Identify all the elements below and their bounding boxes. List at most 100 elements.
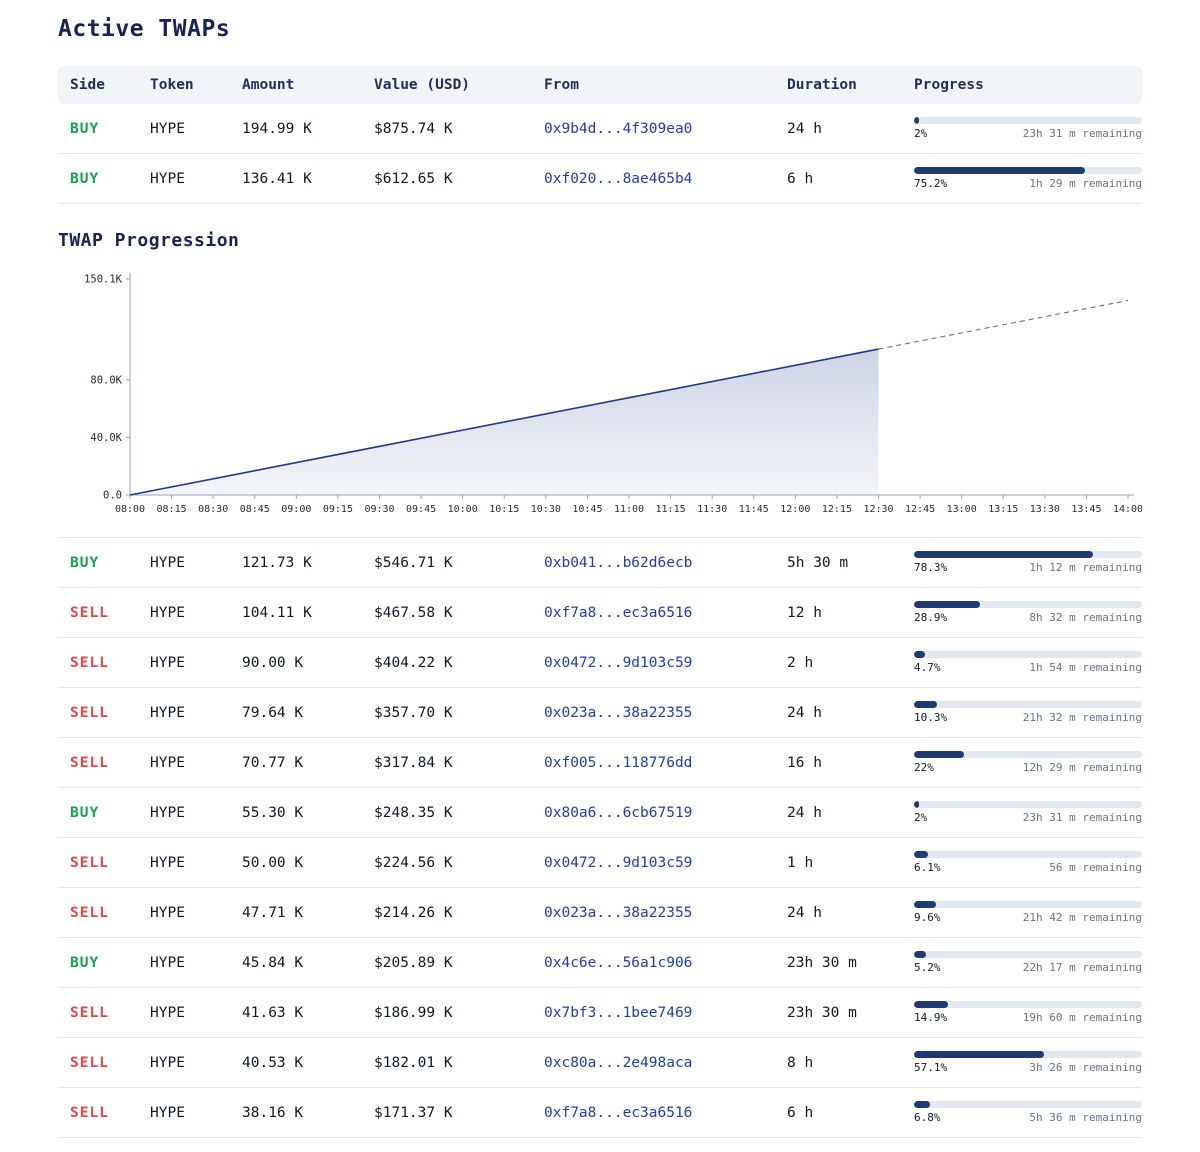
address-link[interactable]: 0xb041...b62d6ecb <box>544 554 693 571</box>
table-row: SELL HYPE 50.00 K $224.56 K 0x0472...9d1… <box>58 838 1142 888</box>
time-remaining: 21h 42 m remaining <box>1022 911 1142 924</box>
address-link[interactable]: 0xc80a...2e498aca <box>544 1054 693 1071</box>
address-link[interactable]: 0x0472...9d103c59 <box>544 854 693 871</box>
duration-cell: 24 h <box>787 704 822 721</box>
duration-cell: 2 h <box>787 654 814 671</box>
side-cell: BUY <box>70 170 100 187</box>
progress-percent: 6.1% <box>914 861 941 874</box>
progress-percent: 4.7% <box>914 661 941 674</box>
amount-cell: 90.00 K <box>242 654 304 671</box>
address-link[interactable]: 0x4c6e...56a1c906 <box>544 954 693 971</box>
address-link[interactable]: 0x023a...38a22355 <box>544 904 693 921</box>
progress-fill <box>914 801 919 808</box>
svg-text:08:30: 08:30 <box>198 504 228 515</box>
progress-meta: 4.7% 1h 54 m remaining <box>914 661 1142 674</box>
progress-meta: 6.8% 5h 36 m remaining <box>914 1111 1142 1124</box>
progress-fill <box>914 601 980 608</box>
header-token: Token <box>150 77 194 93</box>
progress-percent: 5.2% <box>914 961 941 974</box>
header-duration: Duration <box>787 77 857 93</box>
value-cell: $546.71 K <box>374 554 453 571</box>
progress-meta: 57.1% 3h 26 m remaining <box>914 1061 1142 1074</box>
amount-cell: 136.41 K <box>242 170 312 187</box>
address-link[interactable]: 0xf005...118776dd <box>544 754 693 771</box>
side-cell: SELL <box>70 1104 109 1121</box>
progress-meta: 14.9% 19h 60 m remaining <box>914 1011 1142 1024</box>
active-twaps-rows: BUY HYPE 194.99 K $875.74 K 0x9b4d...4f3… <box>58 104 1142 204</box>
amount-cell: 50.00 K <box>242 854 304 871</box>
svg-text:12:00: 12:00 <box>780 504 810 515</box>
progress-bar <box>914 951 1142 958</box>
progress-meta: 78.3% 1h 12 m remaining <box>914 561 1142 574</box>
duration-cell: 8 h <box>787 1054 814 1071</box>
time-remaining: 23h 31 m remaining <box>1022 127 1142 140</box>
progress-cell: 6.8% 5h 36 m remaining <box>902 1101 1142 1124</box>
progress-bar <box>914 551 1142 558</box>
address-link[interactable]: 0x9b4d...4f309ea0 <box>544 120 693 137</box>
progress-bar <box>914 1101 1142 1108</box>
value-cell: $875.74 K <box>374 120 453 137</box>
time-remaining: 56 m remaining <box>1049 861 1142 874</box>
address-link[interactable]: 0x7bf3...1bee7469 <box>544 1004 693 1021</box>
progress-meta: 6.1% 56 m remaining <box>914 861 1142 874</box>
table-row: BUY HYPE 121.73 K $546.71 K 0xb041...b62… <box>58 538 1142 588</box>
time-remaining: 1h 12 m remaining <box>1029 561 1142 574</box>
duration-cell: 24 h <box>787 804 822 821</box>
token-cell: HYPE <box>150 954 185 971</box>
duration-cell: 23h 30 m <box>787 1004 857 1021</box>
svg-text:09:30: 09:30 <box>364 504 394 515</box>
duration-cell: 1 h <box>787 854 814 871</box>
time-remaining: 19h 60 m remaining <box>1022 1011 1142 1024</box>
svg-text:08:00: 08:00 <box>115 504 145 515</box>
token-cell: HYPE <box>150 804 185 821</box>
address-link[interactable]: 0xf7a8...ec3a6516 <box>544 1104 693 1121</box>
token-cell: HYPE <box>150 754 185 771</box>
progress-meta: 28.9% 8h 32 m remaining <box>914 611 1142 624</box>
side-cell: SELL <box>70 754 109 771</box>
duration-cell: 6 h <box>787 1104 814 1121</box>
header-from: From <box>544 77 579 93</box>
value-cell: $612.65 K <box>374 170 453 187</box>
progress-cell: 14.9% 19h 60 m remaining <box>902 1001 1142 1024</box>
value-cell: $186.99 K <box>374 1004 453 1021</box>
address-link[interactable]: 0xf7a8...ec3a6516 <box>544 604 693 621</box>
side-cell: SELL <box>70 904 109 921</box>
amount-cell: 41.63 K <box>242 1004 304 1021</box>
table-row: SELL HYPE 38.16 K $171.37 K 0xf7a8...ec3… <box>58 1088 1142 1138</box>
side-cell: BUY <box>70 954 100 971</box>
address-link[interactable]: 0x023a...38a22355 <box>544 704 693 721</box>
svg-text:12:45: 12:45 <box>905 504 935 515</box>
progress-meta: 10.3% 21h 32 m remaining <box>914 711 1142 724</box>
svg-text:11:00: 11:00 <box>614 504 644 515</box>
progress-percent: 10.3% <box>914 711 948 724</box>
side-cell: SELL <box>70 1054 109 1071</box>
svg-text:11:15: 11:15 <box>656 504 686 515</box>
table-row: BUY HYPE 45.84 K $205.89 K 0x4c6e...56a1… <box>58 938 1142 988</box>
svg-text:13:45: 13:45 <box>1071 504 1101 515</box>
header-progress: Progress <box>914 77 984 93</box>
progress-bar <box>914 601 1142 608</box>
progress-cell: 78.3% 1h 12 m remaining <box>902 551 1142 574</box>
table-row: BUY HYPE 194.99 K $875.74 K 0x9b4d...4f3… <box>58 104 1142 154</box>
progress-meta: 9.6% 21h 42 m remaining <box>914 911 1142 924</box>
progress-percent: 9.6% <box>914 911 941 924</box>
progress-fill <box>914 701 938 708</box>
duration-cell: 5h 30 m <box>787 554 849 571</box>
progress-meta: 2% 23h 31 m remaining <box>914 127 1142 140</box>
duration-cell: 24 h <box>787 120 822 137</box>
svg-text:08:15: 08:15 <box>157 504 187 515</box>
token-cell: HYPE <box>150 1004 185 1021</box>
time-remaining: 1h 54 m remaining <box>1029 661 1142 674</box>
token-cell: HYPE <box>150 1054 185 1071</box>
address-link[interactable]: 0x0472...9d103c59 <box>544 654 693 671</box>
progress-percent: 28.9% <box>914 611 948 624</box>
progress-percent: 22% <box>914 761 934 774</box>
table-row: SELL HYPE 41.63 K $186.99 K 0x7bf3...1be… <box>58 988 1142 1038</box>
table-row: SELL HYPE 104.11 K $467.58 K 0xf7a8...ec… <box>58 588 1142 638</box>
time-remaining: 23h 31 m remaining <box>1022 811 1142 824</box>
progress-meta: 2% 23h 31 m remaining <box>914 811 1142 824</box>
progress-bar <box>914 901 1142 908</box>
address-link[interactable]: 0x80a6...6cb67519 <box>544 804 693 821</box>
table-row: SELL HYPE 47.71 K $214.26 K 0x023a...38a… <box>58 888 1142 938</box>
address-link[interactable]: 0xf020...8ae465b4 <box>544 170 693 187</box>
